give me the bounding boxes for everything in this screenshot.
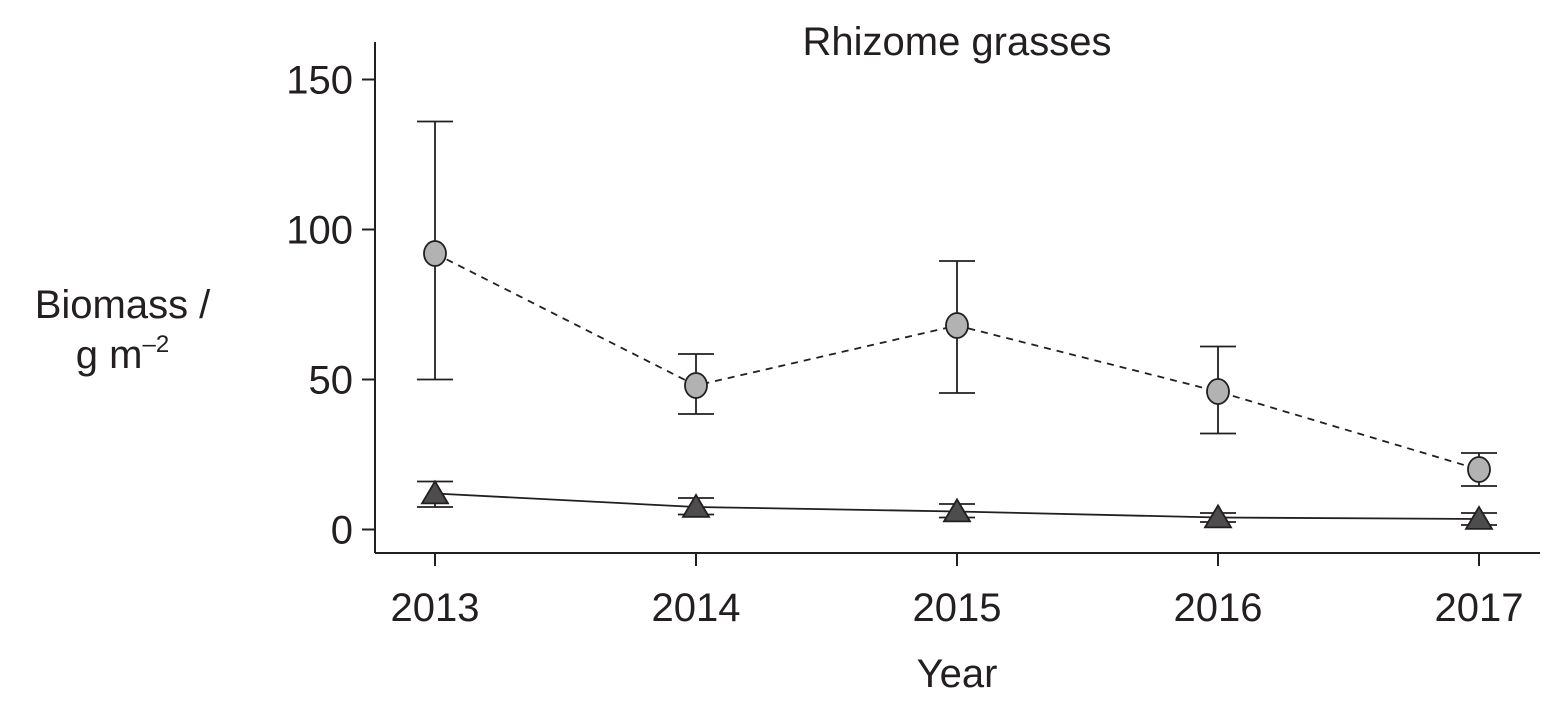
y-axis-label-line2: g m–2 xyxy=(0,330,245,380)
y-axis-label: Biomass / g m–2 xyxy=(0,280,245,380)
data-point-triangle xyxy=(1464,505,1494,530)
chart-title: Rhizome grasses xyxy=(802,20,1111,64)
y-tick-label: 50 xyxy=(309,359,354,403)
data-point-circle xyxy=(1206,378,1230,405)
data-point-circle xyxy=(1467,456,1491,483)
x-tick-label: 2016 xyxy=(1174,586,1263,630)
data-point-triangle xyxy=(942,497,972,523)
data-point-triangle xyxy=(420,479,450,505)
y-tick-label: 100 xyxy=(286,209,353,253)
x-tick-label: 2014 xyxy=(652,586,741,630)
x-tick-label: 2015 xyxy=(913,586,1002,630)
data-point-circle xyxy=(945,312,969,339)
y-axis-label-line1: Biomass / xyxy=(34,283,211,327)
y-tick-label: 150 xyxy=(286,59,353,103)
y-axis-unit-exponent: –2 xyxy=(142,331,170,358)
x-tick-label: 2017 xyxy=(1435,586,1524,630)
data-point-circle xyxy=(423,240,447,267)
y-axis-unit: g m xyxy=(75,333,143,377)
data-point-circle xyxy=(684,372,708,399)
data-point-triangle xyxy=(1203,503,1233,529)
x-tick-label: 2013 xyxy=(391,586,480,630)
data-point-triangle xyxy=(681,493,711,518)
y-tick-label: 0 xyxy=(331,509,353,553)
x-axis-title: Year xyxy=(917,652,998,696)
